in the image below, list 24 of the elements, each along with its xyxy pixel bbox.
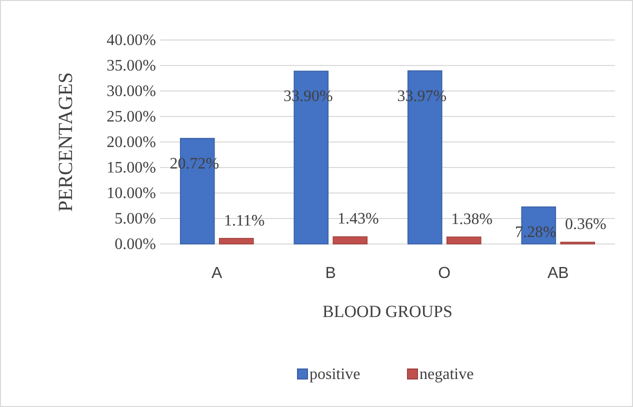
bar (332, 236, 368, 244)
x-tick-label: O (438, 265, 451, 282)
y-tick-label: 35.00% (106, 58, 156, 74)
y-tick-label: 40.00% (106, 32, 156, 49)
y-tick-label: 15.00% (106, 160, 156, 176)
x-tick-label: A (212, 265, 223, 282)
data-label: 1.43% (337, 210, 379, 228)
data-label: 1.11% (224, 212, 265, 230)
x-tick-label: B (325, 265, 336, 282)
bar (218, 238, 254, 244)
x-axis-title: BLOOD GROUPS (322, 302, 452, 321)
y-tick-label: 0.00% (114, 236, 156, 253)
bar (446, 236, 482, 244)
data-label: 0.36% (564, 216, 606, 234)
x-tick-label: AB (547, 265, 569, 282)
y-axis-title: PERCENTAGES (55, 72, 77, 212)
y-tick-label: 10.00% (106, 185, 156, 202)
y-tick-label: 5.00% (114, 210, 156, 228)
legend-label: negative (420, 366, 474, 383)
y-tick-label: 30.00% (106, 83, 156, 100)
legend-label: positive (310, 366, 360, 383)
data-label: 1.38% (451, 210, 493, 228)
y-tick-label: 20.00% (106, 134, 156, 151)
y-tick-label: 25.00% (106, 108, 156, 126)
